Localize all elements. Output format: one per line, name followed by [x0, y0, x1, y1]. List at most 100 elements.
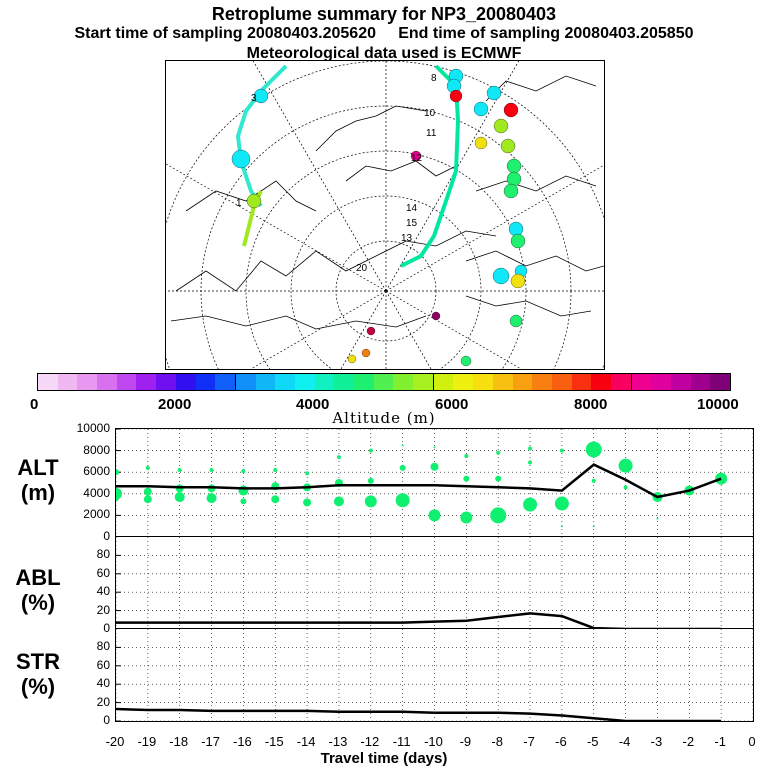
alt-unit: (m)	[20, 480, 56, 505]
colorbar-tick: 2000	[158, 396, 192, 413]
meridian-line	[385, 61, 520, 292]
colorbar-swatch	[551, 374, 572, 390]
day-label: 11	[426, 128, 437, 139]
plume-cluster-dot	[473, 101, 489, 117]
plume-cluster-dot	[503, 102, 519, 118]
plume-cluster-dot	[509, 314, 523, 328]
colorbar-swatch	[373, 374, 394, 390]
cluster-point	[399, 464, 406, 471]
x-tick-label: -19	[137, 734, 157, 749]
cluster-point	[177, 468, 182, 473]
meridian-line	[385, 164, 604, 292]
x-tick-label: -17	[201, 734, 220, 749]
cluster-point	[528, 446, 533, 451]
coastline	[315, 105, 427, 152]
cluster-point	[305, 471, 310, 476]
x-tick-label: -20	[105, 734, 125, 749]
cluster-point	[490, 507, 507, 524]
colorbar-swatch	[473, 374, 493, 390]
cluster-point	[656, 517, 659, 520]
cluster-point	[464, 454, 469, 458]
colorbar-swatch	[591, 374, 611, 390]
plume-cluster-dot	[486, 85, 502, 101]
day-label: 12	[411, 153, 423, 164]
cluster-point	[367, 477, 374, 484]
y-tick-label: 60	[96, 657, 110, 672]
str-unit: (%)	[20, 674, 56, 699]
cluster-point	[336, 455, 341, 460]
plume-cluster-dot	[506, 158, 522, 174]
colorbar-swatch	[413, 374, 433, 390]
plume-cluster-dot	[460, 355, 472, 367]
str-panel-label: STR (%)	[8, 649, 68, 699]
cluster-point	[460, 511, 473, 524]
coastline	[170, 315, 427, 330]
cluster-point	[433, 446, 436, 449]
cluster-point	[585, 441, 602, 458]
colorbar-swatch	[453, 374, 474, 390]
met-data-note: Meteorological data used is ECMWF	[246, 45, 522, 62]
colorbar-label: Altitude (m)	[332, 409, 436, 427]
coastline	[485, 75, 597, 102]
meridian-line	[252, 61, 387, 292]
x-tick-label: -18	[169, 734, 189, 749]
series-line	[116, 612, 722, 631]
cluster-point	[271, 495, 280, 504]
colorbar-swatch	[610, 374, 631, 390]
cluster-point	[560, 525, 563, 528]
cluster-point	[623, 485, 628, 490]
cluster-point	[495, 475, 502, 482]
y-tick-label: 0	[103, 529, 110, 543]
x-tick-label: -9	[459, 734, 472, 749]
coastline	[465, 250, 604, 272]
abl-plot	[115, 537, 754, 631]
plume-cluster-dot	[492, 267, 510, 285]
plume-cluster-dot	[410, 150, 422, 162]
plume-cluster-dot	[347, 354, 357, 364]
day-label: 1	[236, 198, 242, 209]
cluster-point	[364, 495, 377, 508]
coastline	[345, 160, 457, 182]
y-tick-label: 6000	[83, 464, 110, 479]
colorbar-swatch	[314, 374, 335, 390]
x-tick-label: -16	[232, 734, 252, 749]
colorbar-swatch	[175, 374, 196, 390]
colorbar-swatch	[77, 374, 98, 390]
cluster-point	[463, 475, 470, 482]
x-tick-label: -1	[714, 734, 726, 749]
x-tick-label: -13	[328, 734, 348, 749]
day-label: 14	[406, 203, 418, 214]
alt-panel	[110, 428, 754, 538]
cluster-point	[113, 469, 119, 476]
x-tick-label: -4	[618, 734, 631, 749]
cluster-point	[273, 468, 278, 473]
cluster-point	[428, 509, 441, 522]
plume-cluster-dot	[361, 348, 371, 358]
x-tick-label: 0	[748, 734, 756, 749]
y-tick-label: 8000	[83, 442, 110, 457]
colorbar-swatch	[294, 374, 315, 390]
meridian-line	[166, 163, 387, 292]
cluster-point	[528, 460, 533, 465]
y-tick-label: 40	[96, 584, 110, 599]
day-label: 10	[424, 108, 436, 119]
day-label: 8	[431, 73, 437, 84]
cluster-point	[496, 450, 501, 455]
chart-title: Retroplume summary for NP3_20080403	[211, 4, 557, 24]
colorbar-swatch	[234, 374, 256, 390]
cluster-point	[241, 469, 246, 474]
plume-cluster-dot	[510, 273, 526, 289]
x-tick-label: -8	[491, 734, 503, 749]
plume-cluster-dot	[506, 171, 522, 187]
cluster-point	[592, 525, 595, 528]
cluster-point	[523, 497, 538, 512]
cluster-point	[618, 458, 633, 473]
colorbar-swatch	[116, 374, 137, 390]
y-tick-label: 20	[96, 602, 110, 617]
series-line	[115, 707, 722, 723]
cluster-point	[715, 472, 728, 485]
day-label: 3	[251, 93, 257, 104]
cluster-point	[368, 448, 373, 453]
colorbar-swatch	[651, 374, 671, 390]
colorbar-tick: 10000	[697, 396, 739, 413]
